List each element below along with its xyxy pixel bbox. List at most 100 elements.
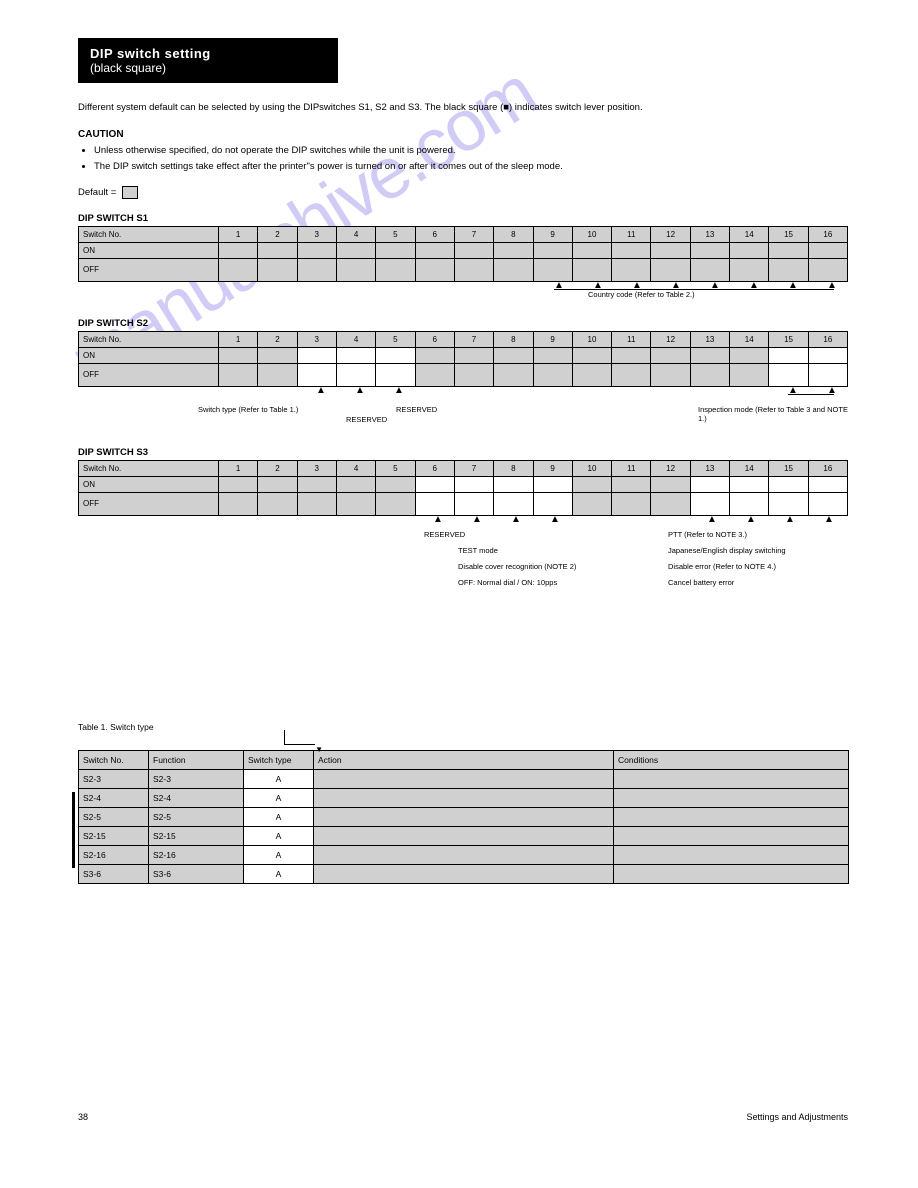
dip-cell <box>612 363 651 386</box>
td: S2-3 <box>149 769 244 788</box>
dip-cell <box>297 242 336 258</box>
dip-cell <box>376 258 415 281</box>
dip-cell: 6 <box>415 226 454 242</box>
td: S2-5 <box>79 807 149 826</box>
dip-cell <box>533 492 572 515</box>
dip-cell <box>336 363 375 386</box>
dip-cell <box>690 242 729 258</box>
dip-cell <box>808 363 847 386</box>
dip-cell <box>533 476 572 492</box>
dip-cell: 9 <box>533 331 572 347</box>
dip-cell <box>808 347 847 363</box>
intro-paragraph: Different system default can be selected… <box>78 101 848 115</box>
dip-cell <box>690 476 729 492</box>
dip-s1-table: Switch No. 12345678910111213141516 ON OF… <box>78 226 848 282</box>
default-swatch-icon <box>122 186 138 199</box>
dip-s2-annotation: ▲ ▲ ▲ ▲ ▲ Switch type (Refer to Table 1.… <box>78 387 848 433</box>
caution-title: CAUTION <box>78 129 848 140</box>
dip-cell <box>336 242 375 258</box>
dip-cell: 2 <box>258 226 297 242</box>
dip-cell: 12 <box>651 226 690 242</box>
dip-cell: 16 <box>808 226 847 242</box>
dip-cell: 8 <box>494 226 533 242</box>
dip-cell: 1 <box>219 460 258 476</box>
dip-s1-title: DIP SWITCH S1 <box>78 213 848 224</box>
dip-cell <box>258 242 297 258</box>
dip-cell <box>494 363 533 386</box>
dip-cell: 16 <box>808 331 847 347</box>
dip-cell <box>808 492 847 515</box>
dip-cell: 8 <box>494 460 533 476</box>
dip-cell <box>769 476 808 492</box>
dip-cell: 10 <box>572 226 611 242</box>
td: S2-4 <box>79 788 149 807</box>
dip-cell: 1 <box>219 331 258 347</box>
dip-cell <box>494 492 533 515</box>
dip-s1-annotation: ▲ ▲ ▲ ▲ ▲ ▲ ▲ ▲ Country code (Refer to T… <box>78 282 848 304</box>
dip-cell: 5 <box>376 460 415 476</box>
dip-cell <box>769 492 808 515</box>
dip-cell <box>297 492 336 515</box>
dip-cell: 14 <box>730 331 769 347</box>
arrow-up-icon: ▲ <box>433 514 443 525</box>
dip-cell <box>494 347 533 363</box>
th: Action <box>314 750 614 769</box>
dip-cell <box>769 242 808 258</box>
dip-cell: 10 <box>572 460 611 476</box>
dip-cell: 13 <box>690 331 729 347</box>
caution-item: Unless otherwise specified, do not opera… <box>94 144 848 158</box>
th: Switch No. <box>79 750 149 769</box>
switch-type-table: Switch No. Function Switch type Action C… <box>78 750 849 884</box>
dip-cell <box>336 258 375 281</box>
dip-cell <box>415 258 454 281</box>
dip-cell: 10 <box>572 331 611 347</box>
annotation-caption: RESERVED <box>396 405 437 414</box>
td <box>314 845 614 864</box>
dip-cell: 4 <box>336 226 375 242</box>
dip-cell <box>336 492 375 515</box>
dip-cell: 6 <box>415 460 454 476</box>
dip-cell <box>494 258 533 281</box>
td: S3-6 <box>149 864 244 883</box>
dip-cell: 4 <box>336 460 375 476</box>
dip-cell <box>651 363 690 386</box>
dip-cell <box>219 258 258 281</box>
dip-cell <box>336 347 375 363</box>
td: A <box>244 845 314 864</box>
dip-cell <box>730 258 769 281</box>
dip-cell: 15 <box>769 226 808 242</box>
dip-cell <box>219 492 258 515</box>
dip-cell <box>297 363 336 386</box>
dip-cell <box>533 242 572 258</box>
row-label: ON <box>79 476 219 492</box>
dip-cell: 9 <box>533 226 572 242</box>
dip-cell: 8 <box>494 331 533 347</box>
dip-cell <box>690 363 729 386</box>
dip-cell <box>730 476 769 492</box>
dip-cell: 2 <box>258 331 297 347</box>
dip-cell: 12 <box>651 460 690 476</box>
dip-cell: 15 <box>769 331 808 347</box>
dip-cell <box>376 242 415 258</box>
dip-cell: 5 <box>376 226 415 242</box>
dip-cell: 9 <box>533 460 572 476</box>
td: S2-4 <box>149 788 244 807</box>
dip-cell: 14 <box>730 226 769 242</box>
row-label: Switch No. <box>79 226 219 242</box>
td: A <box>244 788 314 807</box>
td: S3-6 <box>79 864 149 883</box>
dip-cell <box>612 492 651 515</box>
arrow-up-icon: ▲ <box>785 514 795 525</box>
dip-cell: 11 <box>612 460 651 476</box>
dip-cell <box>297 347 336 363</box>
dip-cell <box>690 347 729 363</box>
arrow-up-icon: ▲ <box>511 514 521 525</box>
td: S2-15 <box>79 826 149 845</box>
td: A <box>244 807 314 826</box>
caution-block: CAUTION Unless otherwise specified, do n… <box>78 129 848 174</box>
dip-cell <box>572 242 611 258</box>
dip-cell <box>730 363 769 386</box>
td <box>314 864 614 883</box>
dip-cell: 3 <box>297 460 336 476</box>
td: S2-16 <box>149 845 244 864</box>
